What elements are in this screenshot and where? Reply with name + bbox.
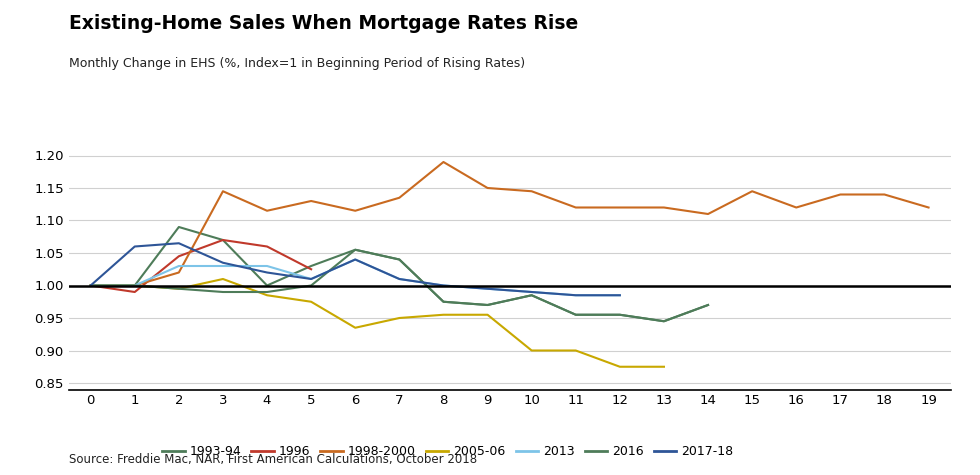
Legend: 1993-94, 1996, 1998-2000, 2005-06, 2013, 2016, 2017-18: 1993-94, 1996, 1998-2000, 2005-06, 2013,… — [157, 440, 739, 463]
Text: Source: Freddie Mac, NAR, First American Calculations, October 2018: Source: Freddie Mac, NAR, First American… — [69, 453, 476, 465]
Text: Monthly Change in EHS (%, Index=1 in Beginning Period of Rising Rates): Monthly Change in EHS (%, Index=1 in Beg… — [69, 57, 524, 70]
Text: Existing-Home Sales When Mortgage Rates Rise: Existing-Home Sales When Mortgage Rates … — [69, 14, 578, 33]
